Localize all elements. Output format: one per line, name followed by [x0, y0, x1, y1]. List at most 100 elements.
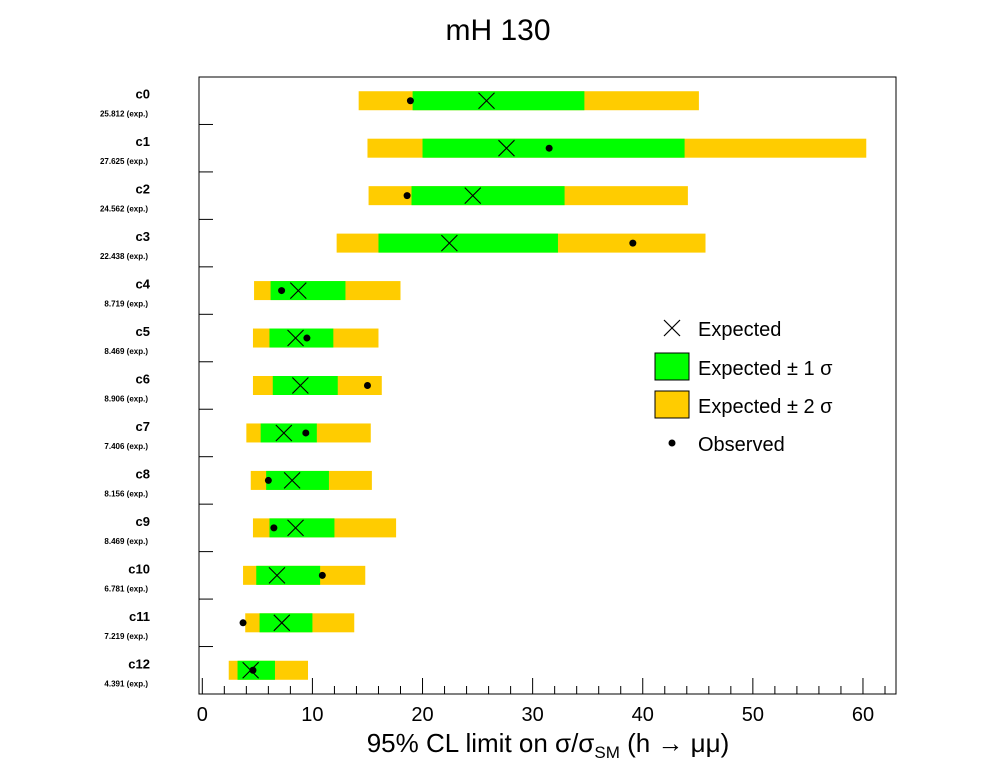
x-tick-label-20: 20: [411, 704, 433, 726]
x-axis-label: 95% CL limit on σ/σSM (h → μμ): [367, 728, 730, 762]
x-tick-label-40: 40: [632, 704, 654, 726]
category-label-c8: c8: [136, 466, 150, 481]
category-row-c12: [228, 660, 309, 680]
x-axis-label-subscript: SM: [594, 743, 620, 762]
one-sigma-band-c11: [259, 613, 313, 633]
legend-two-sigma-swatch: [654, 390, 690, 419]
one-sigma-band-c6: [272, 376, 338, 395]
legend-observed-marker: [668, 439, 676, 447]
category-sublabel-c10: 6.781 (exp.): [104, 584, 148, 593]
plot-frame: [198, 76, 897, 695]
one-sigma-band-c4: [270, 281, 346, 301]
observed-marker-c8: [264, 476, 272, 484]
observed-marker-c1: [545, 144, 553, 152]
category-label-c0: c0: [136, 87, 150, 102]
category-row-c6: [252, 376, 382, 395]
category-sublabel-c6: 8.906 (exp.): [104, 395, 148, 404]
x-tick-label-10: 10: [301, 704, 323, 726]
observed-marker-c10: [318, 571, 326, 579]
one-sigma-band-c3: [378, 233, 558, 253]
x-tick-label-30: 30: [522, 704, 544, 726]
category-label-c3: c3: [136, 229, 150, 244]
x-tick-label-50: 50: [742, 704, 764, 726]
expected-marker-c8: [283, 472, 301, 489]
legend-two-sigma-label: Expected ± 2 σ: [698, 396, 833, 418]
chart-title: mH 130: [445, 14, 550, 47]
x-tick-label-0: 0: [197, 704, 208, 726]
x-axis-label-suffix: (h → μμ): [620, 728, 729, 758]
category-label-c2: c2: [136, 182, 150, 197]
legend-one-sigma-label: Expected ± 1 σ: [698, 358, 833, 380]
expected-marker-c6: [291, 377, 309, 394]
legend-observed-label: Observed: [698, 434, 785, 456]
category-row-c1: [367, 138, 867, 158]
category-labels: c0 25.812 (exp.) c1 27.625 (exp.) c2 24.562 (…: [100, 87, 151, 689]
category-row-c8: [250, 470, 372, 490]
category-row-c11: [239, 613, 355, 633]
frame-layer: [198, 76, 897, 695]
category-label-c5: c5: [136, 324, 150, 339]
expected-marker-c9: [287, 519, 304, 537]
observed-marker-c7: [302, 429, 310, 437]
one-sigma-band-c10: [256, 565, 321, 585]
category-label-c10: c10: [128, 561, 150, 576]
observed-marker-c2: [403, 192, 411, 200]
category-label-c7: c7: [136, 419, 150, 434]
observed-marker-c11: [239, 619, 247, 627]
category-label-c9: c9: [136, 514, 150, 529]
observed-marker-c5: [303, 334, 311, 342]
category-sublabel-c9: 8.469 (exp.): [104, 537, 148, 546]
category-row-c3: [336, 233, 706, 253]
one-sigma-band-c7: [260, 423, 317, 443]
observed-marker-c9: [270, 524, 278, 532]
legend: Expected Expected ± 1 σ Expected ± 2 σ O…: [654, 319, 833, 456]
category-row-c5: [252, 328, 379, 348]
category-sublabel-c12: 4.391 (exp.): [104, 679, 148, 688]
observed-marker-c4: [278, 287, 286, 295]
category-row-c4: [254, 281, 401, 301]
category-sublabel-c5: 8.469 (exp.): [104, 347, 148, 356]
expected-marker-c5: [287, 329, 304, 347]
one-sigma-band-c5: [269, 328, 334, 348]
category-sublabel-c2: 24.562 (exp.): [100, 205, 148, 214]
x-axis: 0 10 20 30 40 50 60: [197, 678, 886, 726]
one-sigma-band-c9: [269, 518, 335, 538]
category-sublabel-c11: 7.219 (exp.): [104, 632, 148, 641]
category-row-c7: [246, 423, 371, 443]
one-sigma-band-c0: [412, 91, 585, 111]
bands-layer: [228, 91, 867, 680]
category-sublabel-c7: 7.406 (exp.): [104, 442, 148, 451]
category-label-c1: c1: [136, 134, 150, 149]
legend-expected-marker: [663, 319, 681, 337]
x-axis-label-main: 95% CL limit on σ/σ: [367, 728, 595, 758]
expected-marker-c2: [464, 187, 482, 205]
category-label-c4: c4: [136, 277, 151, 292]
category-label-c6: c6: [136, 372, 150, 387]
one-sigma-band-c1: [422, 138, 685, 158]
expected-marker-c1: [498, 139, 515, 157]
category-row-c10: [243, 565, 366, 585]
x-tick-label-60: 60: [852, 704, 874, 726]
category-sublabel-c3: 22.438 (exp.): [100, 252, 148, 261]
category-sublabel-c0: 25.812 (exp.): [100, 110, 148, 119]
category-row-c0: [358, 91, 699, 111]
observed-marker-c0: [406, 97, 414, 105]
category-sublabel-c1: 27.625 (exp.): [100, 157, 148, 166]
observed-marker-c6: [363, 382, 371, 389]
expected-marker-c7: [275, 424, 293, 442]
one-sigma-band-c2: [411, 186, 565, 206]
expected-marker-c11: [273, 614, 291, 632]
observed-marker-c3: [629, 239, 637, 247]
legend-one-sigma-swatch: [654, 352, 690, 381]
one-sigma-band-c8: [266, 470, 329, 490]
observed-marker-c12: [249, 666, 257, 674]
category-sublabel-c4: 8.719 (exp.): [104, 300, 148, 309]
category-row-c2: [368, 186, 688, 206]
expected-marker-c3: [440, 234, 458, 252]
expected-marker-c10: [268, 566, 286, 584]
category-row-c9: [252, 518, 397, 538]
expected-marker-c4: [289, 282, 307, 299]
category-label-c12: c12: [128, 656, 150, 671]
